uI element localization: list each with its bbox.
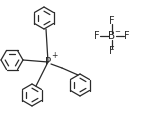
Text: B: B (108, 31, 116, 41)
Text: −: − (114, 29, 120, 35)
Text: F: F (109, 16, 115, 26)
Text: P: P (45, 57, 51, 67)
Text: +: + (51, 52, 57, 61)
Text: F: F (124, 31, 130, 41)
Text: F: F (109, 46, 115, 56)
Text: F: F (94, 31, 100, 41)
